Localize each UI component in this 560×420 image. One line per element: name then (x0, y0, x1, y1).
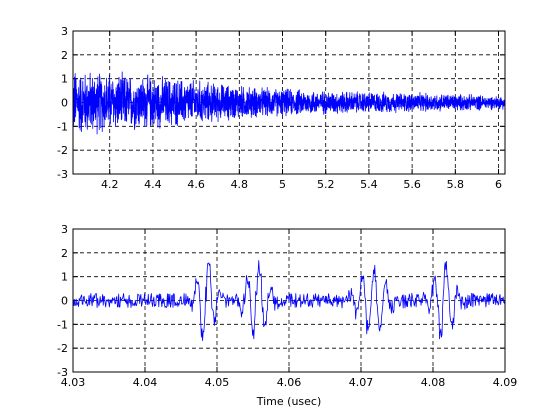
x-tick-label: 6 (495, 178, 502, 191)
bottom-x-axis-label: Time (usec) (256, 395, 322, 408)
x-tick-label: 4.8 (231, 178, 249, 191)
y-tick-label: -3 (57, 168, 68, 181)
top-plot-border (72, 30, 506, 175)
y-tick-label: -2 (57, 342, 68, 355)
top-tick-labels: 4.2 4.4 4.6 4.8 5 5.2 5.4 5.6 5.8 6 -3 -2 -1 0 1 2 3 (57, 25, 502, 191)
x-tick-label: 4.08 (421, 376, 446, 389)
y-tick-label: 0 (61, 97, 68, 110)
y-tick-label: 2 (61, 247, 68, 260)
top-axes: 4.2 4.4 4.6 4.8 5 5.2 5.4 5.6 5.8 6 -3 -2 -1 0 1 2 3 (57, 25, 506, 191)
x-tick-label: 4.07 (349, 376, 374, 389)
x-tick-label: 5.2 (317, 178, 335, 191)
x-tick-label: 5.8 (447, 178, 465, 191)
signal-series-line (72, 71, 506, 135)
x-tick-label: 4.04 (133, 376, 158, 389)
y-tick-label: 0 (61, 295, 68, 308)
signal-series-line (72, 260, 506, 341)
x-tick-label: 4.05 (205, 376, 230, 389)
y-tick-label: -2 (57, 144, 68, 157)
x-tick-label: 4.09 (493, 376, 518, 389)
top-series (72, 71, 506, 135)
bottom-series (72, 260, 506, 341)
y-tick-label: -1 (57, 318, 68, 331)
x-tick-label: 4.6 (187, 178, 205, 191)
y-tick-label: -3 (57, 366, 68, 379)
x-tick-label: 4.4 (144, 178, 162, 191)
x-tick-label: 5.4 (360, 178, 378, 191)
y-tick-label: 1 (61, 271, 68, 284)
x-tick-label: 4.2 (101, 178, 119, 191)
bottom-plot-border (72, 228, 506, 373)
bottom-tick-labels: 4.03 4.04 4.05 4.06 4.07 4.08 4.09 -3 -2 -1 0 1 2 3 (57, 223, 517, 389)
y-tick-label: 1 (61, 73, 68, 86)
y-tick-label: 3 (61, 25, 68, 38)
x-tick-label: 4.06 (277, 376, 302, 389)
y-tick-label: 3 (61, 223, 68, 236)
y-tick-label: 2 (61, 49, 68, 62)
x-tick-label: 5 (279, 178, 286, 191)
x-tick-label: 4.03 (61, 376, 86, 389)
x-tick-label: 5.6 (403, 178, 421, 191)
y-tick-label: -1 (57, 120, 68, 133)
bottom-axes: 4.03 4.04 4.05 4.06 4.07 4.08 4.09 -3 -2 -1 0 1 2 3 T… (57, 223, 517, 408)
